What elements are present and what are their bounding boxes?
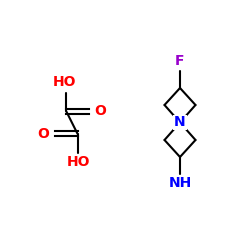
Text: O: O [94, 104, 106, 118]
Text: HO: HO [53, 76, 77, 90]
Text: HO: HO [67, 156, 90, 170]
Text: O: O [38, 127, 50, 141]
Text: F: F [175, 54, 185, 68]
Text: N: N [174, 116, 186, 130]
Text: NH: NH [168, 176, 192, 190]
